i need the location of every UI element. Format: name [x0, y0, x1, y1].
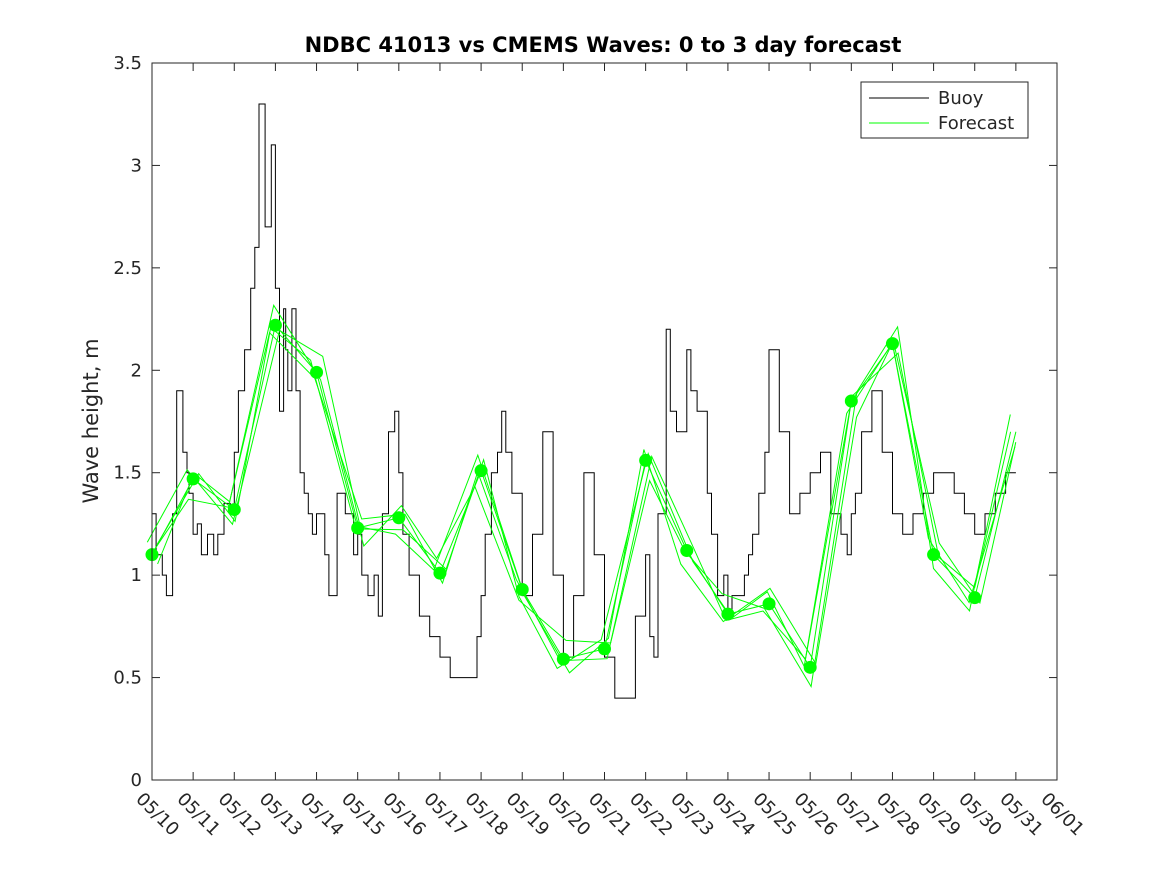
y-axis-label: Wave height, m [79, 338, 103, 503]
y-tick-label: 3.5 [113, 53, 142, 74]
y-tick-label: 2.5 [113, 258, 142, 279]
legend-label: Forecast [938, 113, 1014, 134]
x-tick-label: 05/19 [502, 789, 554, 841]
forecast-marker [433, 566, 447, 580]
forecast-marker [968, 591, 982, 605]
series-forecast-line-5 [146, 329, 1016, 674]
forecast-marker [762, 597, 776, 611]
y-tick-label: 0 [131, 770, 142, 791]
x-tick-label: 05/15 [337, 789, 389, 841]
series-buoy-line [152, 103, 1016, 699]
series-forecast-line-4 [152, 304, 1011, 688]
chart-title: NDBC 41013 vs CMEMS Waves: 0 to 3 day fo… [305, 33, 902, 57]
forecast-marker [474, 464, 488, 478]
forecast-marker [227, 503, 241, 517]
forecast-marker [351, 521, 365, 535]
forecast-marker [680, 544, 694, 558]
x-tick-label: 05/26 [790, 789, 842, 841]
forecast-marker [885, 337, 899, 351]
y-tick-label: 3 [131, 155, 142, 176]
forecast-marker [392, 511, 406, 525]
x-tick-label: 05/28 [872, 789, 924, 841]
forecast-marker [556, 652, 570, 666]
x-tick-label: 05/29 [913, 789, 965, 841]
x-tick-label: 05/10 [131, 789, 183, 841]
series-forecast-line-2 [156, 326, 1017, 670]
x-tick-label: 05/16 [378, 789, 430, 841]
forecast-marker [844, 394, 858, 408]
forecast-marker [268, 318, 282, 332]
forecast-marker [598, 642, 611, 656]
x-tick-label: 05/14 [296, 789, 348, 841]
forecast-marker [310, 365, 324, 379]
x-tick-label: 05/20 [543, 789, 595, 841]
x-tick-label: 05/17 [419, 789, 471, 841]
forecast-marker [721, 607, 735, 621]
x-tick-label: 05/18 [461, 789, 513, 841]
y-tick-label: 1 [131, 565, 142, 586]
plot-area [145, 103, 1017, 699]
forecast-marker [639, 453, 653, 467]
x-tick-label: 05/27 [831, 789, 883, 841]
axes-box [151, 62, 1058, 781]
forecast-marker [515, 582, 529, 596]
forecast-marker [927, 548, 941, 562]
x-tick-label: 05/13 [255, 789, 307, 841]
x-tick-label: 05/30 [954, 789, 1006, 841]
axes: 00.511.522.533.505/1005/1105/1205/1305/1… [113, 53, 1088, 840]
x-tick-label: 05/25 [749, 789, 801, 841]
forecast-marker [803, 660, 817, 674]
x-tick-label: 05/23 [666, 789, 718, 841]
x-tick-label: 06/01 [1036, 789, 1088, 841]
y-tick-label: 0.5 [113, 668, 142, 689]
y-tick-label: 2 [131, 360, 142, 381]
x-tick-label: 05/11 [173, 789, 225, 841]
forecast-marker [186, 472, 200, 486]
x-tick-label: 05/31 [995, 789, 1047, 841]
x-tick-label: 05/21 [584, 789, 636, 841]
y-tick-label: 1.5 [113, 463, 142, 484]
x-tick-label: 05/12 [214, 789, 266, 841]
legend-label: Buoy [938, 88, 984, 109]
legend: Buoy Forecast [860, 81, 1029, 139]
legend-box [860, 81, 1029, 139]
x-tick-label: 05/24 [707, 789, 759, 841]
x-tick-label: 05/22 [625, 789, 677, 841]
